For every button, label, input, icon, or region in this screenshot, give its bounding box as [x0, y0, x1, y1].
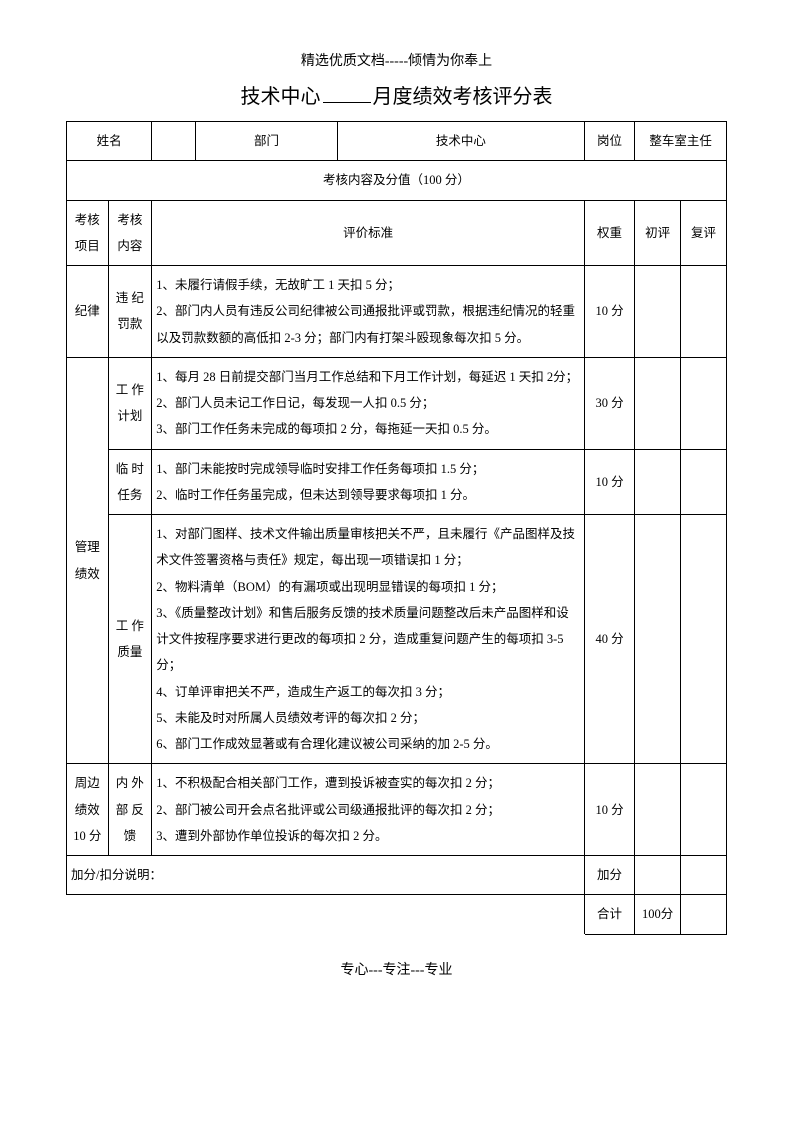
cell-content-4: 内 外部 反馈	[108, 764, 152, 856]
table-row: 周边绩效10 分 内 外部 反馈 1、不积极配合相关部门工作，遭到投诉被查实的每…	[67, 764, 727, 856]
bonus-label: 加分/扣分说明：	[67, 856, 585, 895]
cell-first-0	[635, 266, 681, 358]
total-second	[681, 895, 727, 934]
cell-criteria-0: 1、未履行请假手续，无故旷工 1 天扣 5 分； 2、部门内人员有违反公司纪律被…	[152, 266, 585, 358]
cell-content-2: 临 时任务	[108, 449, 152, 515]
bonus-col-label: 加分	[584, 856, 634, 895]
cell-criteria-1: 1、每月 28 日前提交部门当月工作总结和下月工作计划，每延迟 1 天扣 2分；…	[152, 357, 585, 449]
bonus-row: 加分/扣分说明： 加分	[67, 856, 727, 895]
cell-project-4: 周边绩效10 分	[67, 764, 109, 856]
cell-second-1	[681, 357, 727, 449]
total-spacer	[67, 895, 585, 934]
cell-second-2	[681, 449, 727, 515]
post-label: 岗位	[584, 122, 634, 161]
cell-first-4	[635, 764, 681, 856]
cell-weight-3: 40 分	[584, 515, 634, 764]
cell-second-4	[681, 764, 727, 856]
cell-second-0	[681, 266, 727, 358]
cell-criteria-3: 1、对部门图样、技术文件输出质量审核把关不严，且未履行《产品图样及技术文件签署资…	[152, 515, 585, 764]
column-header-row: 考核项目 考核内容 评价标准 权重 初评 复评	[67, 200, 727, 266]
cell-weight-0: 10 分	[584, 266, 634, 358]
cell-project-0: 纪律	[67, 266, 109, 358]
col-first: 初评	[635, 200, 681, 266]
info-row: 姓名 部门 技术中心 岗位 整车室主任	[67, 122, 727, 161]
cell-first-3	[635, 515, 681, 764]
cell-weight-4: 10 分	[584, 764, 634, 856]
bonus-first	[635, 856, 681, 895]
post-value: 整车室主任	[635, 122, 727, 161]
bonus-second	[681, 856, 727, 895]
cell-criteria-4: 1、不积极配合相关部门工作，遭到投诉被查实的每次扣 2 分； 2、部门被公司开会…	[152, 764, 585, 856]
col-project: 考核项目	[67, 200, 109, 266]
document-title: 技术中心 月度绩效考核评分表	[66, 80, 727, 109]
cell-content-3: 工 作质量	[108, 515, 152, 764]
cell-first-1	[635, 357, 681, 449]
title-blank-underline	[323, 85, 371, 103]
cell-weight-1: 30 分	[584, 357, 634, 449]
total-value: 100分	[635, 895, 681, 934]
cell-criteria-2: 1、部门未能按时完成领导临时安排工作任务每项扣 1.5 分； 2、临时工作任务虽…	[152, 449, 585, 515]
total-label: 合计	[584, 895, 634, 934]
table-row: 临 时任务 1、部门未能按时完成领导临时安排工作任务每项扣 1.5 分； 2、临…	[67, 449, 727, 515]
table-row: 工 作质量 1、对部门图样、技术文件输出质量审核把关不严，且未履行《产品图样及技…	[67, 515, 727, 764]
table-row: 纪律 违 纪罚款 1、未履行请假手续，无故旷工 1 天扣 5 分； 2、部门内人…	[67, 266, 727, 358]
section-header: 考核内容及分值（100 分）	[67, 161, 727, 200]
cell-second-3	[681, 515, 727, 764]
cell-first-2	[635, 449, 681, 515]
section-header-row: 考核内容及分值（100 分）	[67, 161, 727, 200]
cell-weight-2: 10 分	[584, 449, 634, 515]
dept-value: 技术中心	[337, 122, 584, 161]
cell-content-0: 违 纪罚款	[108, 266, 152, 358]
name-label: 姓名	[67, 122, 152, 161]
evaluation-table: 姓名 部门 技术中心 岗位 整车室主任 考核内容及分值（100 分） 考核项目 …	[66, 121, 727, 935]
title-suffix: 月度绩效考核评分表	[373, 86, 553, 108]
document-footer: 专心---专注---专业	[66, 959, 727, 979]
col-second: 复评	[681, 200, 727, 266]
table-row: 管理绩效 工 作计划 1、每月 28 日前提交部门当月工作总结和下月工作计划，每…	[67, 357, 727, 449]
col-content: 考核内容	[108, 200, 152, 266]
page-container: 精选优质文档-----倾情为你奉上 技术中心 月度绩效考核评分表 姓名 部门 技术…	[0, 0, 793, 1019]
dept-label: 部门	[195, 122, 337, 161]
title-prefix: 技术中心	[241, 86, 321, 108]
cell-content-1: 工 作计划	[108, 357, 152, 449]
document-header: 精选优质文档-----倾情为你奉上	[66, 50, 727, 70]
cell-project-1: 管理绩效	[67, 357, 109, 764]
col-weight: 权重	[584, 200, 634, 266]
total-row: 合计 100分	[67, 895, 727, 934]
col-criteria: 评价标准	[152, 200, 585, 266]
name-value	[152, 122, 196, 161]
